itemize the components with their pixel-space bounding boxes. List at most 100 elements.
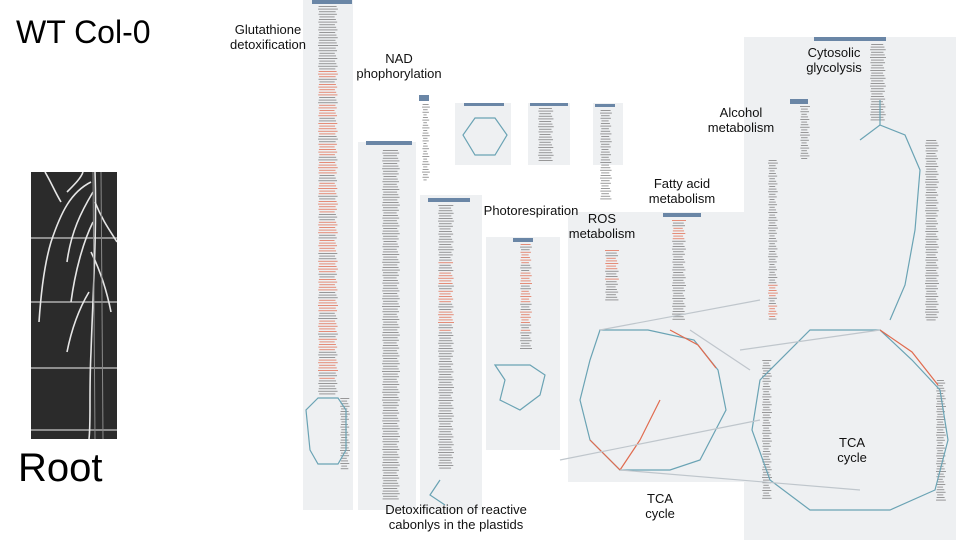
node-label-line	[439, 337, 452, 339]
label-alcohol: Alcohol metabolism	[707, 105, 775, 135]
node-label-line	[382, 316, 399, 318]
node-label-line	[341, 437, 348, 438]
node-label-line	[925, 238, 939, 240]
node-label-line	[673, 243, 684, 245]
node-label-line	[340, 431, 349, 433]
node-label-line	[926, 241, 937, 243]
node-label-line	[340, 424, 348, 425]
node-label-line	[382, 254, 400, 255]
node-label-line	[382, 168, 400, 170]
node-label-line	[937, 421, 944, 423]
node-label-line	[382, 404, 399, 406]
node-label-line	[520, 340, 532, 342]
node-label-line	[936, 411, 946, 413]
node-label-line	[318, 318, 338, 319]
node-label-line	[318, 253, 338, 254]
node-label-line	[538, 160, 553, 161]
node-label-line	[763, 456, 769, 458]
node-label-line	[937, 465, 944, 467]
node-label-line	[383, 321, 398, 323]
node-label-line	[520, 345, 531, 347]
node-label-line	[672, 259, 684, 260]
node-label-line	[768, 277, 778, 278]
node-label-line	[318, 286, 337, 288]
node-label-line	[382, 157, 399, 159]
node-label-line	[318, 224, 338, 226]
node-label-line	[768, 245, 777, 247]
column-headers	[312, 0, 886, 242]
node-label-line	[673, 292, 683, 294]
node-label-line	[438, 306, 454, 308]
node-label-line	[318, 71, 337, 72]
node-label-line	[318, 266, 337, 267]
node-label-line	[439, 251, 452, 253]
node-label-line	[762, 487, 771, 489]
node-label-line	[438, 246, 453, 248]
node-label-line	[925, 288, 939, 290]
node-label-line	[870, 67, 885, 69]
node-label-line	[870, 119, 885, 121]
node-label-line	[601, 156, 609, 158]
node-label-line	[318, 29, 338, 31]
node-label-line	[925, 236, 938, 238]
node-label-line	[382, 360, 399, 362]
node-label-line	[672, 298, 686, 299]
node-label-line	[926, 298, 937, 300]
node-label-line	[439, 446, 452, 448]
node-label-line	[926, 205, 937, 206]
node-label-line	[383, 207, 398, 209]
node-label-line	[319, 175, 335, 176]
node-label-line	[382, 469, 399, 471]
node-label-line	[318, 315, 337, 317]
node-label-line	[438, 340, 453, 342]
node-label-line	[520, 283, 532, 284]
node-label-line	[769, 258, 776, 260]
node-label-line	[438, 465, 454, 466]
node-label-line	[318, 63, 337, 65]
node-label-line	[318, 45, 338, 46]
node-label-line	[382, 363, 400, 365]
node-label-line	[383, 228, 398, 229]
node-label-line	[936, 406, 946, 407]
node-label-line	[520, 311, 532, 313]
node-label-line	[318, 6, 337, 7]
node-label-line	[762, 430, 771, 432]
node-label-line	[382, 433, 399, 435]
node-label-line	[439, 353, 452, 355]
node-label-line	[762, 404, 772, 406]
node-label-line	[672, 266, 685, 268]
node-label-line	[319, 117, 335, 119]
node-label-line	[520, 337, 531, 339]
node-label-line	[800, 152, 809, 154]
node-label-line	[606, 265, 617, 267]
node-label-line	[438, 314, 454, 316]
node-label-line	[539, 157, 552, 159]
node-label-line	[925, 316, 938, 318]
node-label-line	[318, 65, 338, 67]
node-label-line	[318, 156, 337, 158]
node-label-line	[439, 381, 452, 383]
node-label-line	[936, 497, 945, 498]
node-label-line	[438, 298, 454, 300]
node-label-line	[438, 415, 454, 417]
node-label-line	[382, 290, 400, 292]
node-label-line	[341, 429, 347, 431]
node-label-line	[341, 465, 348, 467]
node-label-line	[768, 227, 778, 229]
node-label-line	[438, 218, 453, 219]
node-label-line	[423, 109, 428, 111]
node-label-line	[383, 277, 397, 279]
node-label-line	[538, 154, 554, 156]
node-label-line	[769, 279, 776, 281]
node-label-line	[601, 185, 609, 187]
node-label-line	[520, 329, 531, 331]
node-label-line	[438, 436, 454, 438]
node-label-line	[423, 158, 428, 160]
node-label-line	[318, 354, 338, 356]
node-label-line	[383, 459, 398, 461]
node-label-line	[318, 214, 336, 215]
node-label-line	[318, 112, 336, 114]
node-label-line	[318, 375, 338, 377]
node-label-line	[605, 252, 617, 254]
node-label-line	[925, 283, 939, 284]
